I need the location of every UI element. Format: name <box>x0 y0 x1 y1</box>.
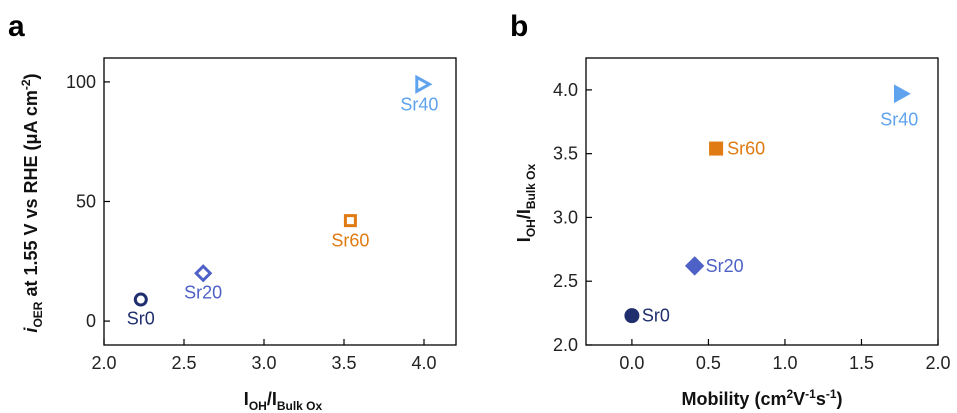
x-tick-label: 3.0 <box>251 353 276 373</box>
x-tick-label: 0.0 <box>619 353 644 373</box>
panel-b: b 0.0 0.5 1.0 1.5 2.0 2.0 2.5 3.0 3.5 4.0 Sr0 Sr20… <box>510 10 951 409</box>
data-point-sr0 <box>133 292 148 307</box>
data-point-sr40 <box>415 74 433 94</box>
point-label-sr60: Sr60 <box>331 231 369 251</box>
x-axis-label-b: Mobility (cm2V-1s-1) <box>681 387 842 409</box>
y-axis-label-a: iOER at 1.55 V vs RHE (μA cm-2) <box>19 73 45 332</box>
point-label-sr0: Sr0 <box>642 306 670 326</box>
data-point-sr0 <box>624 308 640 324</box>
x-tick-label: 4.0 <box>411 353 436 373</box>
x-tick-label: 1.0 <box>772 353 797 373</box>
data-point-sr20 <box>194 264 213 283</box>
point-label-sr40: Sr40 <box>880 110 918 130</box>
plot-frame-b <box>585 57 939 346</box>
y-tick-label: 3.0 <box>553 207 578 227</box>
point-label-sr20: Sr20 <box>706 256 744 276</box>
y-tick-label: 0 <box>86 311 96 331</box>
x-tick-label: 0.5 <box>696 353 721 373</box>
data-point-sr60 <box>343 214 357 228</box>
y-tick-label: 2.0 <box>553 335 578 355</box>
x-tick-label: 2.5 <box>171 353 196 373</box>
panel-letter-b: b <box>510 10 528 43</box>
y-tick-label: 4.0 <box>553 80 578 100</box>
point-label-sr20: Sr20 <box>184 282 222 302</box>
y-tick-label: 50 <box>76 192 96 212</box>
x-axis-label-a: IOH/IBulk Ox <box>244 389 323 413</box>
y-tick-label: 2.5 <box>553 271 578 291</box>
y-tick-label: 100 <box>66 72 96 92</box>
data-point-sr40 <box>893 84 911 104</box>
point-label-sr60: Sr60 <box>727 139 765 159</box>
x-tick-label: 1.5 <box>849 353 874 373</box>
data-point-sr20 <box>684 256 705 276</box>
point-label-sr40: Sr40 <box>400 94 438 114</box>
panel-letter-a: a <box>8 10 25 43</box>
point-label-sr0: Sr0 <box>127 309 155 329</box>
y-axis-label-b: IOH/IBulk Ox <box>514 163 538 242</box>
y-tick-label: 3.5 <box>553 144 578 164</box>
x-tick-label: 2.0 <box>91 353 116 373</box>
data-point-sr60 <box>709 141 724 156</box>
x-tick-label: 2.0 <box>925 353 950 373</box>
x-tick-label: 3.5 <box>331 353 356 373</box>
